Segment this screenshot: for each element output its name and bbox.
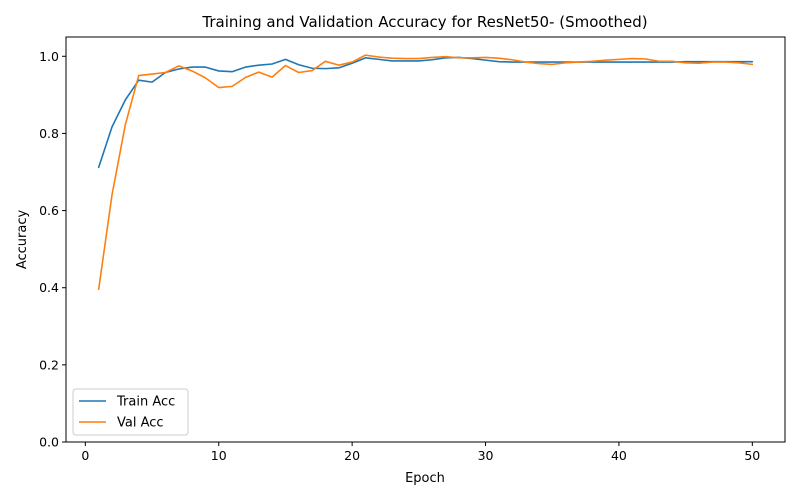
x-axis: 0 10 20 30 40 50 (81, 442, 760, 463)
y-tick-label: 1.0 (39, 49, 59, 64)
x-tick-label: 20 (344, 448, 360, 463)
x-tick-label: 30 (478, 448, 494, 463)
x-tick-label: 10 (211, 448, 227, 463)
plot-frame (65, 36, 786, 443)
x-axis-label: Epoch (405, 471, 445, 486)
y-tick-label: 0.2 (39, 357, 59, 372)
y-axis: 0.0 0.2 0.4 0.6 0.8 1.0 (39, 49, 66, 450)
x-tick-label: 0 (81, 448, 89, 463)
y-tick-label: 0.4 (39, 280, 59, 295)
y-axis-label: Accuracy (15, 210, 30, 270)
legend-entry-label: Val Acc (117, 416, 164, 431)
y-tick-label: 0.8 (39, 126, 59, 141)
series-line-train-acc (97, 56, 754, 169)
series-line-val-acc (97, 54, 754, 291)
x-tick-label: 40 (611, 448, 627, 463)
legend: Train Acc Val Acc (72, 388, 189, 436)
y-tick-label: 0.0 (39, 435, 59, 450)
y-tick-label: 0.6 (39, 203, 59, 218)
legend-entry-label: Train Acc (116, 395, 175, 410)
plot-area (97, 54, 754, 291)
x-tick-label: 50 (744, 448, 760, 463)
chart-title: Training and Validation Accuracy for Res… (201, 13, 647, 31)
